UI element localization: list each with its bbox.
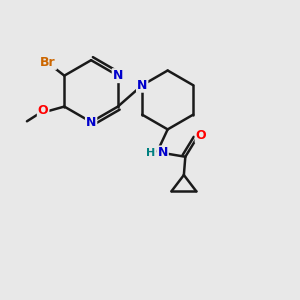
Text: N: N [158, 146, 168, 159]
Text: N: N [113, 69, 123, 82]
Text: N: N [86, 116, 96, 128]
Text: Br: Br [40, 56, 56, 69]
Text: O: O [38, 104, 48, 118]
Text: O: O [196, 129, 206, 142]
Text: N: N [137, 79, 147, 92]
Text: H: H [146, 148, 155, 158]
